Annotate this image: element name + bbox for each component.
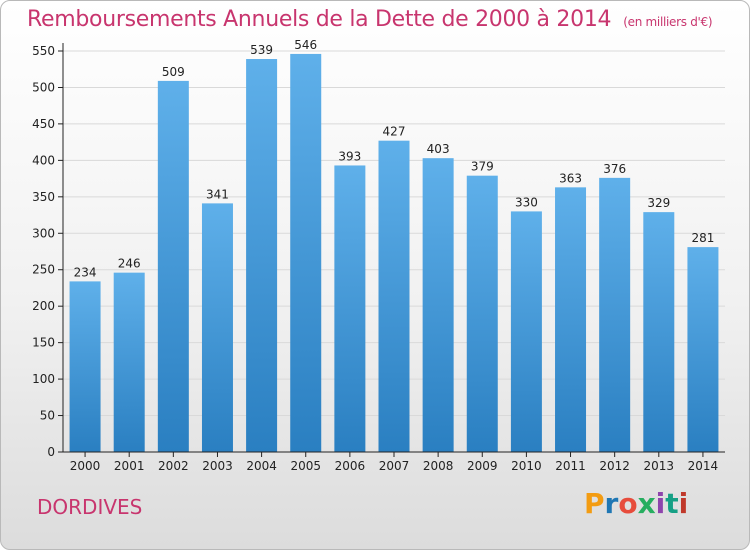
chart-unit: (en milliers d'€) (623, 15, 713, 29)
y-tick-label: 350 (32, 190, 55, 204)
x-tick-label-2002: 2002 (158, 459, 189, 473)
x-tick-label-2001: 2001 (114, 459, 145, 473)
bars (69, 53, 719, 453)
logo-letter: P (584, 487, 605, 520)
x-tick-label-2011: 2011 (555, 459, 586, 473)
bar-2007 (378, 140, 410, 453)
y-tick-label: 200 (32, 299, 55, 313)
bar-2002 (157, 80, 189, 452)
value-label-2014: 281 (691, 231, 714, 245)
chart-title: Remboursements Annuels de la Dette de 20… (27, 7, 713, 32)
logo-letter: i (655, 487, 666, 520)
bar-2014 (687, 247, 719, 452)
value-label-2004: 539 (250, 43, 273, 57)
value-label-2001: 246 (118, 257, 141, 271)
x-tick-label-2004: 2004 (246, 459, 277, 473)
bar-2012 (599, 177, 631, 452)
y-tick-label: 400 (32, 153, 55, 167)
location-name: DORDIVES (37, 495, 143, 519)
bar-2006 (334, 165, 366, 452)
y-tick-label: 100 (32, 372, 55, 386)
x-tick-label-2012: 2012 (599, 459, 630, 473)
logo-letter: t (665, 487, 679, 520)
bar-2004 (246, 59, 278, 453)
x-tick-label-2014: 2014 (688, 459, 719, 473)
bar-2001 (113, 272, 145, 452)
bar-2009 (466, 175, 498, 452)
y-tick-label: 550 (32, 44, 55, 58)
x-tick-label-2009: 2009 (467, 459, 498, 473)
x-tick-label-2013: 2013 (644, 459, 675, 473)
logo-letter: i (678, 487, 689, 520)
y-tick-label: 250 (32, 263, 55, 277)
y-tick-label: 300 (32, 226, 55, 240)
bar-2011 (555, 187, 587, 452)
value-label-2009: 379 (471, 160, 494, 174)
bar-2010 (510, 211, 542, 452)
bar-2003 (201, 203, 233, 452)
value-label-2012: 376 (603, 162, 626, 176)
value-label-2008: 403 (427, 142, 450, 156)
x-tick-label-2010: 2010 (511, 459, 542, 473)
value-labels: 234 246 509 341 539 546 393 427 403 379 330 363 376 3… (74, 38, 715, 279)
y-tick-label: 50 (40, 409, 55, 423)
bar-2013 (643, 212, 675, 452)
y-tick-label: 150 (32, 336, 55, 350)
value-label-2011: 363 (559, 171, 582, 185)
logo-letter: r (604, 487, 619, 520)
x-tick-label-2003: 2003 (202, 459, 233, 473)
x-tick-label-2000: 2000 (70, 459, 101, 473)
value-label-2002: 509 (162, 65, 185, 79)
x-tick-label-2007: 2007 (379, 459, 410, 473)
y-tick-label: 450 (32, 117, 55, 131)
x-tick-label-2006: 2006 (335, 459, 366, 473)
y-tick-label: 500 (32, 80, 55, 94)
value-label-2006: 393 (338, 149, 361, 163)
value-label-2007: 427 (383, 125, 406, 139)
proxiti-logo: Proxiti (584, 487, 688, 520)
logo-letter: o (618, 487, 638, 520)
bar-2005 (290, 53, 322, 453)
value-label-2010: 330 (515, 195, 538, 209)
value-label-2000: 234 (74, 265, 97, 279)
x-tick-label-2005: 2005 (290, 459, 321, 473)
bar-2000 (69, 281, 101, 452)
value-label-2005: 546 (294, 38, 317, 52)
chart-title-text: Remboursements Annuels de la Dette de 20… (27, 7, 612, 32)
value-label-2013: 329 (647, 196, 670, 210)
value-label-2003: 341 (206, 187, 229, 201)
y-tick-label: 0 (47, 445, 55, 459)
axes: 0 50 100 150 200 250 300 350 400 450 500 550 2000 200… (32, 43, 725, 473)
bar-2008 (422, 158, 454, 452)
x-tick-label-2008: 2008 (423, 459, 454, 473)
logo-letter: x (637, 487, 656, 520)
